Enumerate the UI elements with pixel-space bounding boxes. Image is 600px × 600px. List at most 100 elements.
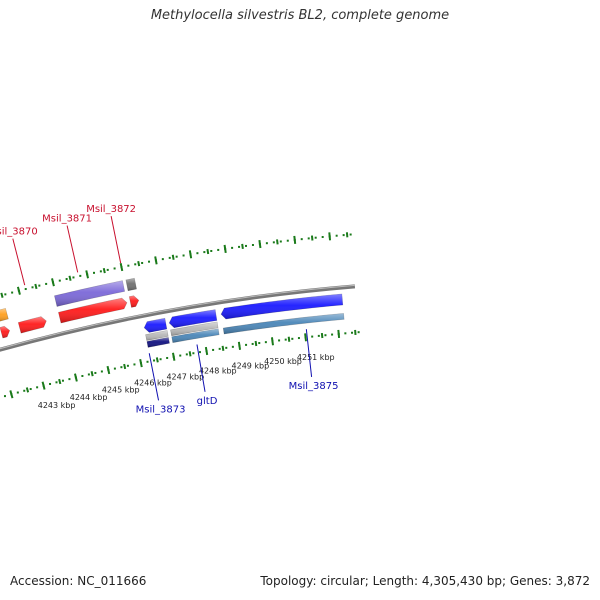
scale-dot-inner	[55, 381, 58, 384]
axis-tick-outer	[68, 275, 72, 281]
scale-dot-inner	[113, 367, 116, 370]
scale-dot-outer	[238, 245, 241, 248]
axis-tick-inner	[337, 329, 341, 339]
tick-label: 4248 kbp	[199, 367, 237, 376]
scale-dot-outer	[279, 240, 282, 243]
tick-label: 4245 kbp	[102, 386, 140, 395]
gene-label-reverse[interactable]: Msil_3873	[136, 404, 186, 415]
gene-label-forward[interactable]: Msil_3870	[0, 227, 38, 238]
scale-dot-inner	[198, 351, 201, 354]
axis-tick-inner	[188, 351, 192, 357]
leader-line	[196, 344, 206, 392]
leader-line	[148, 353, 160, 401]
scale-dot-inner	[284, 338, 287, 341]
axis-tick-outer	[206, 248, 210, 255]
axis-tick-outer	[16, 286, 21, 295]
gene-feature[interactable]	[128, 295, 140, 308]
scale-dot-outer	[134, 263, 137, 266]
scale-dot-outer	[127, 264, 130, 267]
axis-tick-inner	[90, 371, 94, 377]
scale-dot-outer	[4, 293, 7, 296]
scale-dot-inner	[344, 332, 347, 335]
gene-label-reverse[interactable]: gltD	[197, 396, 218, 407]
axis-tick-inner	[287, 336, 291, 342]
scale-dot-inner	[331, 333, 334, 336]
scale-dot-inner	[61, 379, 64, 382]
scale-dot-outer	[307, 237, 310, 240]
scale-dot-outer	[148, 260, 151, 263]
axis-tick-inner	[9, 390, 14, 399]
scale-dot-inner	[297, 337, 300, 340]
scale-dot-inner	[225, 346, 228, 349]
axis-tick-inner	[106, 365, 111, 375]
scale-dot-inner	[317, 334, 320, 337]
scale-dot-outer	[300, 238, 303, 241]
scale-dot-inner	[3, 395, 6, 398]
axis-tick-outer	[223, 244, 227, 253]
scale-dot-outer	[72, 276, 75, 279]
axis-tick-outer	[34, 283, 38, 290]
gene-feature[interactable]	[171, 328, 220, 344]
gene-feature[interactable]	[125, 277, 137, 292]
axis-tick-inner	[204, 346, 209, 356]
gene-feature[interactable]	[17, 316, 47, 334]
scale-dot-inner	[350, 331, 353, 334]
scale-dot-inner	[100, 370, 103, 373]
scale-dot-inner	[81, 374, 84, 377]
scale-dot-outer	[31, 286, 34, 289]
scale-dot-outer	[335, 234, 338, 237]
scale-dot-inner	[16, 391, 19, 394]
tick-label: 4243 kbp	[38, 401, 76, 410]
scale-dot-inner	[192, 352, 195, 355]
tick-label: 4246 kbp	[134, 379, 172, 388]
gene-feature[interactable]	[54, 280, 126, 307]
axis-tick-outer	[310, 235, 314, 241]
gene-feature[interactable]	[143, 317, 168, 333]
gene-feature[interactable]	[58, 297, 128, 324]
scale-dot-outer	[45, 282, 48, 285]
leader-line	[305, 329, 313, 377]
scale-dot-outer	[182, 254, 185, 257]
scale-dot-inner	[357, 331, 360, 334]
gene-feature[interactable]	[168, 309, 218, 329]
gene-feature[interactable]	[146, 337, 170, 348]
scale-dot-inner	[29, 388, 32, 391]
scale-dot-inner	[218, 347, 221, 350]
gene-feature[interactable]	[170, 321, 219, 337]
scale-dot-outer	[65, 278, 68, 281]
axis-tick-outer	[171, 254, 175, 260]
axis-tick-outer	[328, 232, 332, 241]
genome-backbone	[0, 284, 356, 352]
tick-label: 4250 kbp	[264, 357, 302, 366]
gene-feature[interactable]	[0, 325, 11, 339]
scale-dot-inner	[133, 363, 136, 366]
axis-tick-outer	[119, 262, 124, 272]
gene-features	[0, 277, 345, 348]
gene-feature[interactable]	[145, 330, 169, 341]
gene-feature[interactable]	[220, 293, 344, 320]
scale-dot-outer	[210, 249, 213, 252]
scale-dot-inner	[231, 345, 234, 348]
scale-dot-outer	[245, 244, 248, 247]
gene-label-reverse[interactable]: Msil_3875	[289, 381, 339, 392]
scale-dot-outer	[58, 279, 61, 282]
gene-label-forward[interactable]: Msil_3871	[42, 214, 92, 225]
axis-tick-inner	[221, 345, 225, 351]
scale-dot-inner	[94, 371, 97, 374]
gene-feature[interactable]	[0, 307, 9, 322]
gene-feature[interactable]	[222, 313, 345, 335]
scale-dot-outer	[175, 255, 178, 258]
scale-dot-outer	[314, 236, 317, 239]
gene-label-forward[interactable]: Msil_3872	[86, 204, 136, 215]
leader-line	[12, 238, 26, 286]
backbone-line	[0, 284, 356, 352]
scale-dot-outer	[203, 251, 206, 254]
axis-tick-inner	[237, 341, 242, 350]
axis-tick-inner	[254, 340, 258, 347]
leader-line	[110, 215, 122, 264]
axis-tick-inner	[25, 387, 30, 393]
axis-tick-outer	[276, 239, 279, 245]
